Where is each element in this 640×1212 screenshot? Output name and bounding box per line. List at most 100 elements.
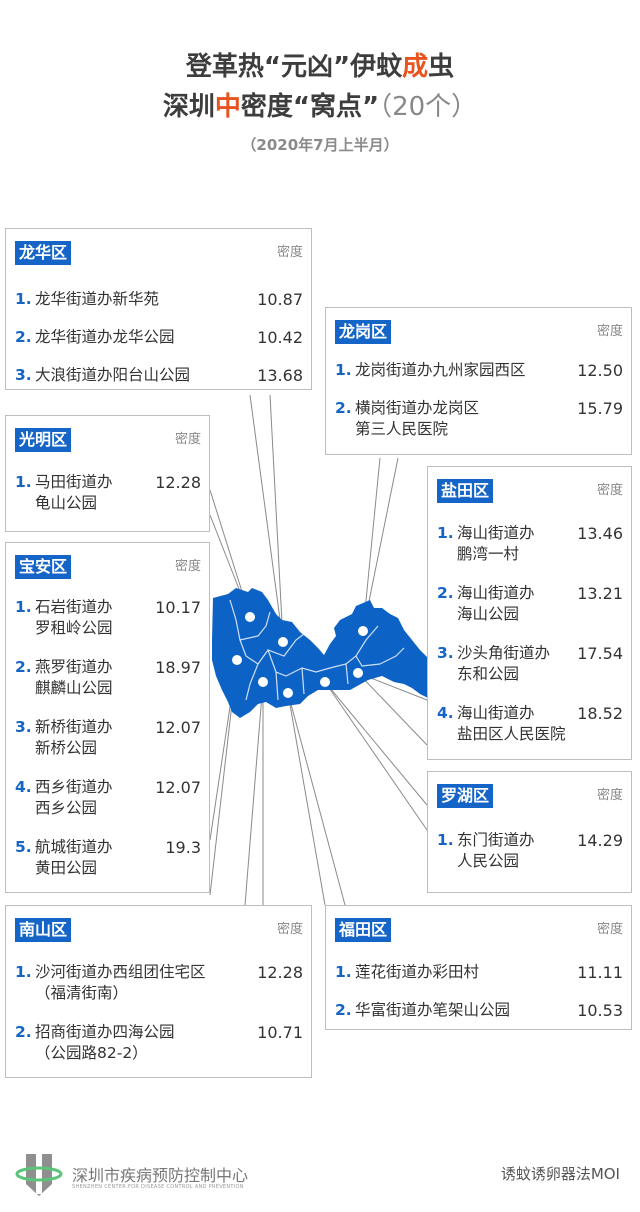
item-density: 12.28 — [155, 473, 201, 492]
leader-line — [287, 692, 346, 906]
item-location: 华富街道办笔架山公园 — [355, 1001, 511, 1019]
title-text: 深圳 — [162, 92, 215, 122]
leader-line — [287, 692, 326, 906]
district-box-longhua: 龙华区 密度 1. 龙华街道办新华苑 10.87 2. 龙华街道办龙华公园 10.42 3. 大浪… — [5, 228, 312, 390]
hotspot-item: 3. 新桥街道办 新桥公园 12.07 — [15, 717, 201, 759]
item-density: 12.50 — [577, 361, 623, 380]
item-density: 17.54 — [577, 644, 623, 663]
hotspot-item: 1. 沙河街道办西组团住宅区 （福清街南） 12.28 — [15, 962, 303, 1004]
hotspot-item: 1. 莲花街道办彩田村 11.11 — [335, 962, 623, 983]
hotspot-item: 1. 马田街道办 龟山公园 12.28 — [15, 472, 201, 514]
item-location: 东门街道办 人民公园 — [457, 831, 535, 870]
hotspot-item: 2. 燕罗街道办 麒麟山公园 18.97 — [15, 657, 201, 699]
org-name-english: SHENZHEN CENTER FOR DISEASE CONTROL AND … — [72, 1184, 244, 1190]
district-name: 福田区 — [335, 918, 392, 942]
item-number: 1. — [15, 598, 32, 616]
item-location: 海山街道办 海山公园 — [457, 584, 535, 623]
district-box-nanshan: 南山区 密度 1. 沙河街道办西组团住宅区 （福清街南） 12.28 2. 招商街道办四海公… — [5, 905, 312, 1078]
item-number: 3. — [15, 366, 32, 384]
item-number: 2. — [15, 328, 32, 346]
hotspot-item: 1. 龙岗街道办九州家园西区 12.50 — [335, 360, 623, 381]
item-location: 莲花街道办彩田村 — [355, 963, 480, 981]
hotspot-dot — [358, 626, 368, 636]
item-location: 石岩街道办 罗租岭公园 — [35, 598, 113, 637]
item-number: 2. — [335, 1001, 352, 1019]
item-location: 龙华街道办新华苑 — [35, 290, 160, 308]
district-box-longgang: 龙岗区 密度 1. 龙岗街道办九州家园西区 12.50 2. 横岗街道办龙岗区 第三人民医院… — [325, 307, 632, 455]
item-density: 13.68 — [257, 366, 303, 385]
hotspot-item: 1. 石岩街道办 罗租岭公园 10.17 — [15, 597, 201, 639]
item-number: 4. — [437, 704, 454, 722]
hotspot-dots — [232, 612, 368, 698]
hotspot-item: 1. 海山街道办 鹏湾一村 13.46 — [437, 523, 623, 565]
district-box-yantian: 盐田区 密度 1. 海山街道办 鹏湾一村 13.46 2. 海山街道办 海山公园 13.21 3… — [427, 466, 632, 760]
cdc-logo-icon — [15, 1154, 63, 1196]
item-number: 5. — [15, 838, 32, 856]
density-header: 密度 — [596, 483, 623, 498]
item-location: 龙华街道办龙华公园 — [35, 328, 175, 346]
item-location: 招商街道办四海公园 （公园路82-2） — [35, 1023, 175, 1062]
item-number: 3. — [15, 718, 32, 736]
district-name: 南山区 — [15, 918, 72, 942]
district-name: 龙岗区 — [335, 320, 392, 344]
title-line-1: 登革热“元凶”伊蚊成虫 — [0, 46, 640, 83]
hotspot-item: 1. 龙华街道办新华苑 10.87 — [15, 289, 303, 310]
district-name: 宝安区 — [15, 555, 72, 579]
hotspot-dot — [320, 677, 330, 687]
item-location: 横岗街道办龙岗区 第三人民医院 — [355, 399, 480, 438]
hotspot-item: 2. 华富街道办笔架山公园 10.53 — [335, 1000, 623, 1021]
title-text: 密度“窝点” — [240, 92, 380, 122]
density-header: 密度 — [596, 788, 623, 803]
district-borders — [229, 599, 405, 701]
item-density: 13.21 — [577, 584, 623, 603]
item-number: 4. — [15, 778, 32, 796]
hotspot-dot — [353, 668, 363, 678]
district-box-futian: 福田区 密度 1. 莲花街道办彩田村 11.11 2. 华富街道办笔架山公园 10.53 — [325, 905, 632, 1030]
item-number: 2. — [335, 399, 352, 417]
hotspot-item: 4. 西乡街道办 西乡公园 12.07 — [15, 777, 201, 819]
leader-line — [269, 394, 284, 643]
density-header: 密度 — [174, 559, 201, 574]
hotspot-item: 2. 招商街道办四海公园 （公园路82-2） 10.71 — [15, 1022, 303, 1064]
item-number: 1. — [437, 524, 454, 542]
item-density: 10.42 — [257, 328, 303, 347]
org-name: 深圳市疾病预防控制中心 — [72, 1166, 249, 1185]
item-density: 12.28 — [257, 963, 303, 982]
item-number: 1. — [15, 290, 32, 308]
hotspot-item: 3. 大浪街道办阳台山公园 13.68 — [15, 365, 303, 386]
hotspot-dot — [232, 655, 242, 665]
item-density: 10.17 — [155, 598, 201, 617]
item-location: 大浪街道办阳台山公园 — [35, 366, 191, 384]
item-number: 1. — [335, 963, 352, 981]
title-text: 虫 — [428, 52, 455, 82]
item-location: 新桥街道办 新桥公园 — [35, 718, 113, 757]
title-highlight: 中 — [214, 92, 241, 122]
item-number: 1. — [15, 963, 32, 981]
density-header: 密度 — [596, 922, 623, 937]
hotspot-item: 5. 航城街道办 黄田公园 19.3 — [15, 837, 201, 879]
item-number: 2. — [437, 584, 454, 602]
item-density: 18.97 — [155, 658, 201, 677]
title-highlight: 成 — [402, 52, 429, 82]
hotspot-item: 4. 海山街道办 盐田区人民医院 18.52 — [437, 703, 623, 745]
item-location: 海山街道办 鹏湾一村 — [457, 524, 535, 563]
title-text: 登革热“元凶”伊蚊 — [185, 52, 403, 82]
item-location: 西乡街道办 西乡公园 — [35, 778, 113, 817]
district-box-baoan: 宝安区 密度 1. 石岩街道办 罗租岭公园 10.17 2. 燕罗街道办 麒麟山公园 18.9… — [5, 542, 210, 893]
district-name: 龙华区 — [15, 241, 72, 265]
title-count: （20个） — [379, 92, 478, 122]
hotspot-item: 2. 海山街道办 海山公园 13.21 — [437, 583, 623, 625]
hotspot-item: 2. 横岗街道办龙岗区 第三人民医院 15.79 — [335, 398, 623, 440]
hotspot-dot — [258, 677, 268, 687]
item-location: 燕罗街道办 麒麟山公园 — [35, 658, 113, 697]
hotspot-dot — [283, 688, 293, 698]
hotspot-dot — [278, 637, 288, 647]
district-box-luohu: 罗湖区 密度 1. 东门街道办 人民公园 14.29 — [427, 771, 632, 893]
item-number: 2. — [15, 1023, 32, 1041]
density-header: 密度 — [276, 922, 303, 937]
hotspot-item: 2. 龙华街道办龙华公园 10.42 — [15, 327, 303, 348]
item-location: 沙河街道办西组团住宅区 （福清街南） — [35, 963, 206, 1002]
item-density: 12.07 — [155, 718, 201, 737]
item-density: 19.3 — [165, 838, 201, 857]
